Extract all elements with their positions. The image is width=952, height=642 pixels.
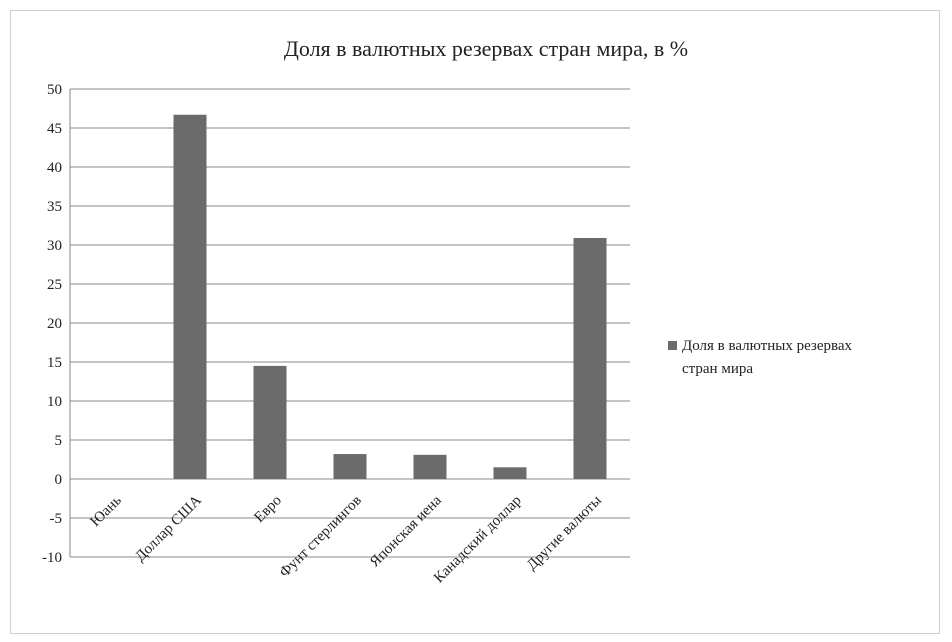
y-tick-label: 50 bbox=[47, 82, 62, 98]
y-tick-label: -10 bbox=[42, 550, 62, 566]
gridlines bbox=[70, 88, 630, 558]
x-tick-label: Канадский доллар bbox=[431, 493, 525, 587]
y-tick-label: -5 bbox=[50, 511, 63, 527]
x-tick-label: Доллар США bbox=[132, 492, 205, 565]
y-tick-label: 40 bbox=[47, 160, 62, 176]
x-tick-label: Евро bbox=[251, 493, 284, 526]
bar bbox=[173, 114, 207, 480]
chart-frame bbox=[10, 10, 940, 634]
y-tick-label: 0 bbox=[55, 472, 63, 488]
y-tick-label: 20 bbox=[47, 316, 62, 332]
bar bbox=[253, 365, 287, 479]
y-tick-label: 10 bbox=[47, 394, 62, 410]
legend-label-line1: Доля в валютных резервах bbox=[682, 338, 853, 354]
y-tick-label: 30 bbox=[47, 238, 62, 254]
bar bbox=[573, 237, 607, 479]
y-tick-label: 5 bbox=[55, 433, 63, 449]
bar bbox=[333, 454, 367, 479]
legend: Доля в валютных резервах стран мира bbox=[668, 338, 853, 377]
x-tick-label: Фунт стерлингов bbox=[277, 493, 365, 581]
chart-title: Доля в валютных резервах стран мира, в % bbox=[284, 36, 688, 61]
x-tick-label: Другие валюты bbox=[524, 493, 605, 574]
y-tick-label: 15 bbox=[47, 355, 62, 371]
x-tick-label: Японская иена bbox=[367, 492, 445, 570]
legend-swatch bbox=[668, 341, 677, 350]
y-tick-label: 25 bbox=[47, 277, 62, 293]
bars bbox=[173, 114, 607, 480]
x-tick-label: Юань bbox=[87, 492, 125, 530]
legend-label-line2: стран мира bbox=[682, 361, 753, 377]
y-tick-label: 45 bbox=[47, 121, 62, 137]
bar bbox=[493, 467, 527, 479]
bar bbox=[413, 454, 447, 479]
y-tick-label: 35 bbox=[47, 199, 62, 215]
